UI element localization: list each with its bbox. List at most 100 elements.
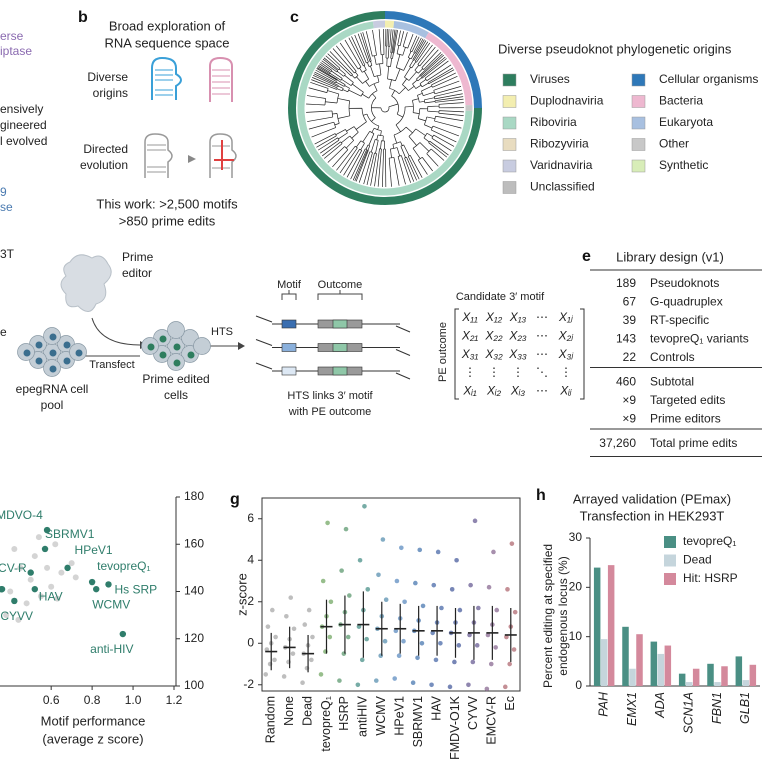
point-label: MCV-R [0,561,27,575]
strip-point [327,634,333,640]
panel-letter: b [78,9,88,26]
primer [255,339,411,356]
labeled-point [11,597,18,605]
strip-point [290,651,296,656]
bar [749,664,757,686]
primer [255,362,411,380]
table-number: 39 [623,313,637,327]
strip-point [291,626,297,632]
strip-point [447,684,453,690]
label: Transfect [89,359,134,371]
strip-point [488,661,494,667]
table-label: tevopreQ₁ variants [650,332,749,346]
nucleus [187,351,195,359]
point-label: tevopreQ₁ [97,559,150,573]
cropped-text: se [0,200,13,214]
arrow [91,317,141,346]
y-tick-label: 0 [247,635,254,649]
strip-point [457,607,463,613]
strip-point [402,599,407,605]
legend-label: Viruses [530,72,570,86]
bar [629,668,636,686]
primer [255,315,411,333]
strip-point [376,572,381,578]
table-label: Controls [650,350,695,364]
strip-point [410,680,416,685]
point-label: HAV [39,589,63,603]
legend-label: Varidnaviria [530,158,593,172]
rna-icon [209,133,237,178]
x-tick-label: HSRP [337,696,351,731]
x-tick-label: 0.8 [84,693,101,707]
strip-point [485,632,491,638]
point-label: SBRMV1 [45,527,95,541]
label: epegRNA cell [16,382,89,396]
tree-branches [306,29,465,187]
row-label: Directed [83,142,128,156]
table-label: Prime editors [650,412,721,426]
y-tick-label: 30 [569,530,583,544]
label: editor [122,266,152,280]
inner-ring [297,21,473,196]
labeled-point [43,526,51,534]
legend-title: Diverse pseudoknot phylogenetic origins [498,41,732,56]
nucleus [49,333,57,341]
matrix-cell: X₃₃ [508,347,527,361]
strip-point [328,599,334,605]
bar [685,682,693,686]
table-label: RT-specific [650,313,709,327]
legend-swatch [631,138,646,151]
matrix-cell: X₁ⱼ [558,310,574,324]
strip-point [302,622,308,627]
point-label: anti-HIV [90,642,133,656]
bar [707,663,714,686]
cropped-text: 3T [0,247,15,261]
legend-label: Hit: HSRP [683,571,738,585]
arrow [188,155,196,163]
cropped-text: erse [0,29,24,43]
strip-point [357,557,363,563]
label: Prime edited [142,372,209,386]
x-tick-label: HAV [429,695,443,720]
matrix-cell: ⋯ [536,310,548,324]
strip-point [504,634,509,640]
strip-point [383,597,389,602]
strip-point [380,537,386,542]
x-tick-label: 0.6 [43,693,60,707]
edit-box [332,343,348,352]
panel-title: Broad exploration of [109,18,226,33]
bar [714,682,721,686]
strip-point [456,643,462,648]
y-tick-label: 120 [184,631,204,645]
strip-point [476,605,481,611]
label: cells [164,388,188,402]
matrix-cell: Xᵢ₂ [486,383,501,397]
motif-box [281,343,297,352]
x-tick-label: ADA [653,692,667,719]
strip-point [466,682,471,688]
row-label: evolution [80,158,128,172]
legend-swatch [664,554,676,567]
strip-point [467,632,472,638]
strip-point [401,638,406,644]
background-point [44,564,51,571]
nucleus [63,341,71,349]
rna-icon [144,133,173,178]
strip-point [486,584,492,590]
legend-label: Duplodnaviria [530,94,604,108]
inner-ring [372,20,386,29]
matrix-cell: X₁₁ [461,310,478,324]
matrix-cell: X₂₃ [508,328,527,342]
rna-icon [209,56,233,102]
x-axis-label: (average z score) [42,731,143,746]
x-tick-label: Dead [300,696,314,726]
point-label: MDVO-4 [0,508,43,522]
strip-point [507,661,512,667]
background-point [48,583,55,590]
strip-point [365,587,371,592]
legend-label: Ribozyviria [530,137,589,151]
legend-swatch [631,73,646,87]
legend-label: tevopreQ₁ [683,534,736,548]
